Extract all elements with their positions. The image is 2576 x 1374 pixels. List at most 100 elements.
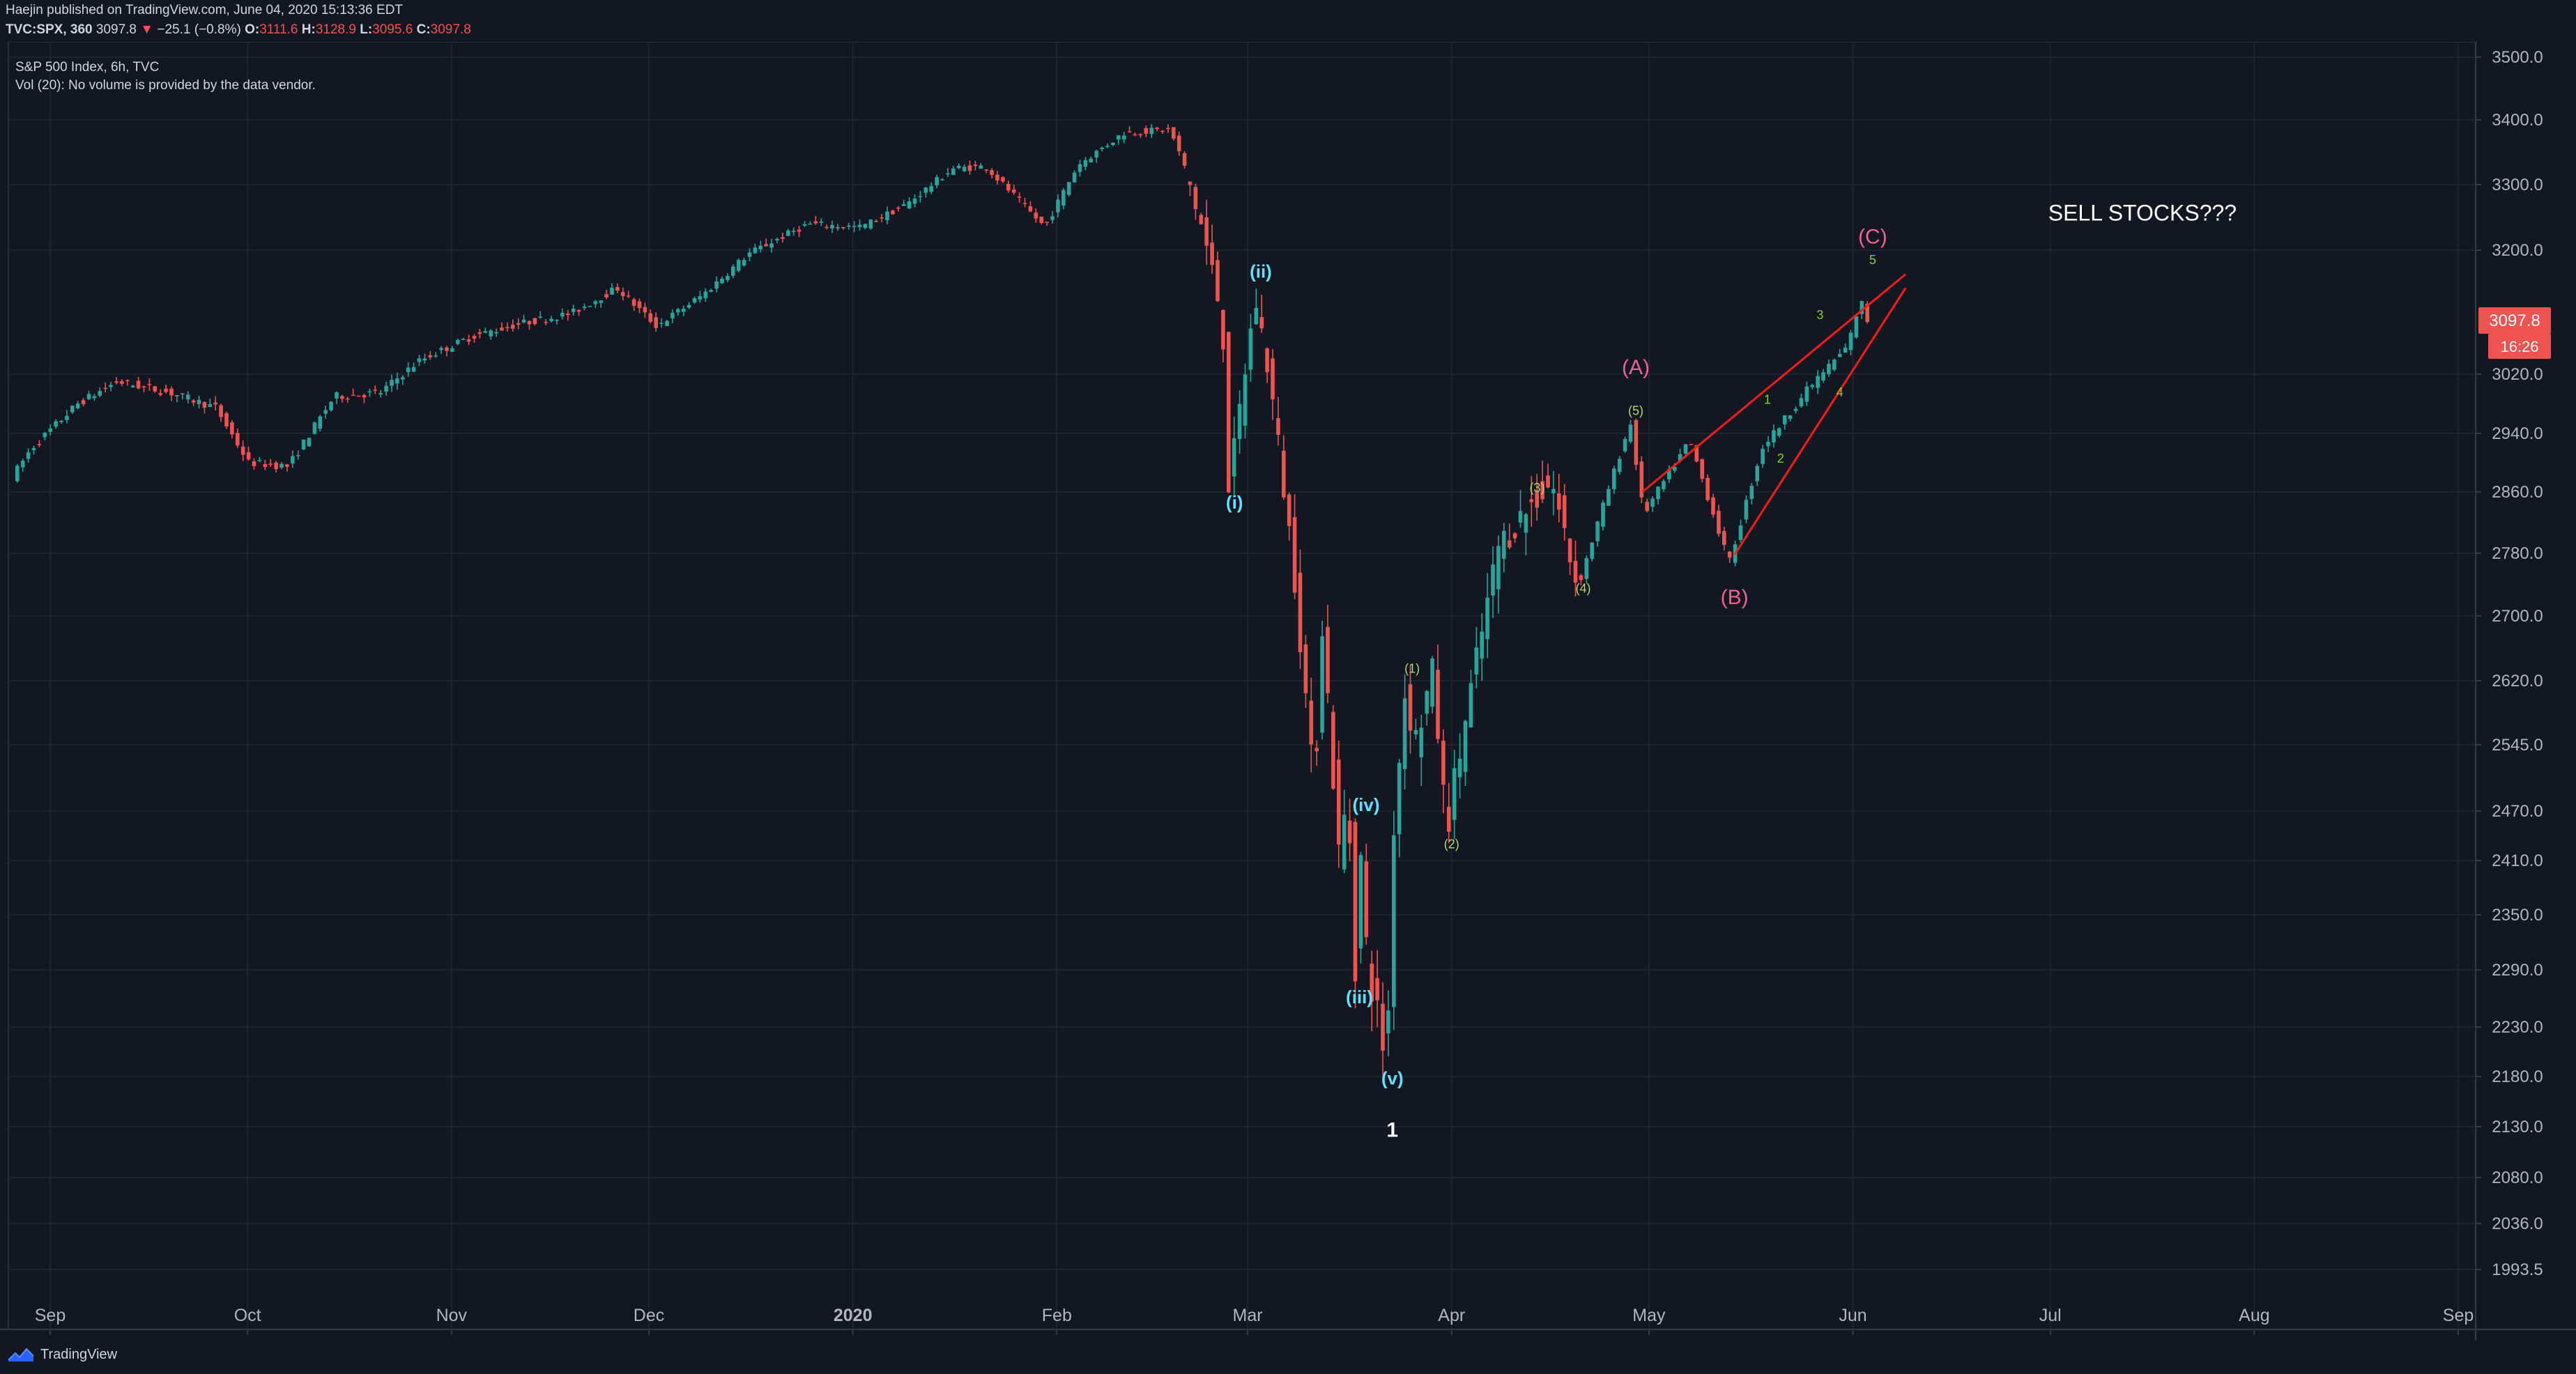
candle (813, 216, 818, 225)
candle-body (1358, 855, 1363, 949)
wedge-trend-line (1641, 273, 1907, 493)
candle (75, 401, 80, 410)
candle-body (868, 219, 873, 229)
candle-body (1832, 360, 1837, 370)
candle (1634, 418, 1639, 470)
candle-body (1149, 128, 1153, 134)
candle-body (544, 321, 548, 323)
candle-body (1105, 146, 1110, 147)
wave-label: (5) (1628, 403, 1643, 417)
symbol-label[interactable]: TVC:SPX, 360 (6, 22, 93, 37)
candle-body (781, 237, 785, 239)
candle (466, 334, 471, 346)
candle-body (769, 243, 774, 248)
candle (709, 288, 713, 293)
candle-body (417, 358, 422, 362)
candle (31, 445, 36, 455)
candle-body (1413, 730, 1418, 734)
candle (956, 163, 961, 169)
candle (477, 328, 482, 339)
candle (240, 440, 245, 461)
candle-body (312, 422, 317, 434)
tradingview-brand[interactable]: TradingView (7, 1346, 117, 1363)
candle-body (1804, 386, 1809, 402)
candle-body (208, 403, 213, 408)
candle (1579, 573, 1584, 586)
candle (208, 398, 213, 408)
candle (1127, 126, 1132, 133)
candle (312, 421, 317, 435)
candle (1381, 982, 1385, 1076)
candle (428, 351, 433, 360)
candle-body (626, 295, 631, 297)
candle-body (648, 313, 653, 322)
candle (43, 432, 47, 440)
candle (1782, 415, 1787, 430)
candle (720, 276, 724, 284)
candle-body (147, 384, 152, 385)
candle-body (1138, 134, 1143, 136)
candle (236, 428, 240, 449)
candle-body (1425, 690, 1429, 714)
candle (1392, 811, 1396, 1030)
wave-label: (B) (1721, 586, 1749, 609)
candle-body (516, 323, 521, 325)
wave-label: 4 (1837, 385, 1843, 399)
candle-body (813, 221, 818, 224)
candle (500, 322, 504, 331)
candle (417, 355, 422, 366)
candle-body (1298, 572, 1303, 653)
chart-legend[interactable]: S&P 500 Index, 6h, TVC Vol (20): No volu… (15, 59, 316, 95)
candle (615, 283, 620, 293)
trend-lines[interactable] (1641, 273, 1907, 556)
candle (1121, 131, 1126, 144)
candle (92, 394, 97, 401)
time-axis[interactable]: Sep Oct Nov Dec 2020 Feb Mar Apr May Jun Jul Aug Sep (35, 1306, 2474, 1335)
candle (37, 440, 42, 447)
candle (1083, 157, 1088, 171)
candle-body (1722, 531, 1726, 546)
x-tick-label: 2020 (834, 1306, 873, 1325)
candle-body (709, 290, 713, 292)
candle-body (1089, 158, 1094, 163)
candle-body (1518, 511, 1523, 523)
candle-body (92, 396, 97, 399)
candle-body (1837, 353, 1842, 357)
candle-body (1320, 636, 1324, 733)
candle-body (549, 318, 553, 321)
candle-body (775, 238, 779, 240)
candle (1204, 199, 1209, 265)
candle-body (1546, 475, 1550, 488)
candle (703, 288, 708, 302)
candle-body (477, 332, 482, 334)
candle-body (20, 461, 25, 468)
candle-body (257, 460, 262, 461)
candle (1271, 348, 1275, 420)
candle (1111, 142, 1115, 146)
candle-body (1755, 465, 1759, 481)
candle-body (351, 394, 355, 396)
candle-body (291, 456, 295, 464)
candle-body (1777, 428, 1781, 436)
candle (1557, 473, 1561, 523)
candle-body (560, 312, 565, 317)
candle (340, 394, 344, 403)
last-price-badge: 3097.8 (2489, 311, 2540, 330)
candle (1105, 143, 1110, 148)
candle-body (764, 244, 768, 247)
candle-body (1039, 217, 1043, 224)
candle-body (1860, 301, 1864, 314)
candle-body (1237, 403, 1242, 439)
candle (1298, 549, 1303, 670)
candle (670, 309, 675, 323)
candle (1303, 635, 1308, 708)
candle-body (240, 446, 245, 455)
candle-body (659, 323, 664, 324)
header-bar: Haejin published on TradingView.com, Jun… (0, 0, 2576, 42)
candle-body (1535, 491, 1539, 508)
price-axis[interactable]: 3500.0 3400.0 3300.0 3200.0 3020.0 2940.0 2860… (2476, 48, 2543, 1279)
y-tick-label: 2780.0 (2492, 544, 2543, 563)
candle-body (390, 380, 394, 386)
candle-body (676, 309, 680, 313)
